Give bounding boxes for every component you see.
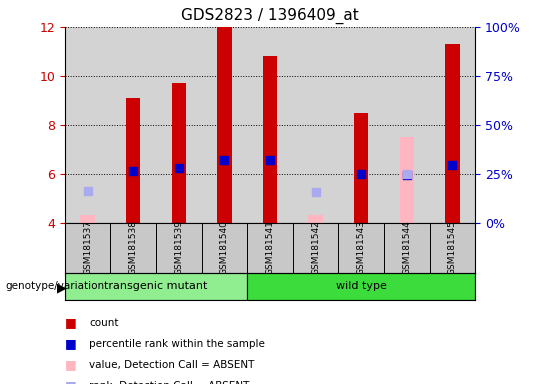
Text: genotype/variation: genotype/variation <box>5 281 105 291</box>
Point <box>129 168 138 174</box>
Text: transgenic mutant: transgenic mutant <box>104 281 208 291</box>
Title: GDS2823 / 1396409_at: GDS2823 / 1396409_at <box>181 8 359 24</box>
Text: GSM181540: GSM181540 <box>220 220 229 275</box>
Text: rank, Detection Call = ABSENT: rank, Detection Call = ABSENT <box>89 381 249 384</box>
Bar <box>247 273 475 300</box>
Text: count: count <box>89 318 119 328</box>
Text: GSM181541: GSM181541 <box>266 220 274 275</box>
Text: GSM181537: GSM181537 <box>83 220 92 275</box>
Text: ■: ■ <box>65 337 77 350</box>
Text: ■: ■ <box>65 358 77 371</box>
Point <box>220 157 229 163</box>
Bar <box>80 215 95 223</box>
Bar <box>217 27 232 223</box>
Text: value, Detection Call = ABSENT: value, Detection Call = ABSENT <box>89 360 254 370</box>
Text: percentile rank within the sample: percentile rank within the sample <box>89 339 265 349</box>
Bar <box>172 83 186 223</box>
Text: GSM181543: GSM181543 <box>357 220 366 275</box>
Text: ■: ■ <box>65 379 77 384</box>
Text: GSM181544: GSM181544 <box>402 220 411 275</box>
Point <box>402 172 411 178</box>
Bar <box>65 273 247 300</box>
Point <box>311 189 320 195</box>
Text: GSM181538: GSM181538 <box>129 220 138 275</box>
Point <box>402 170 411 177</box>
Text: GSM181539: GSM181539 <box>174 220 183 275</box>
Bar <box>262 56 278 223</box>
Bar <box>308 215 323 223</box>
Bar <box>354 113 368 223</box>
Text: ▶: ▶ <box>57 281 66 295</box>
Text: ■: ■ <box>65 316 77 329</box>
Point <box>266 157 274 163</box>
Bar <box>445 44 460 223</box>
Point <box>448 162 457 168</box>
Bar <box>126 98 140 223</box>
Point <box>357 170 366 177</box>
Bar <box>400 137 414 223</box>
Text: GSM181542: GSM181542 <box>311 220 320 275</box>
Text: wild type: wild type <box>336 281 387 291</box>
Point <box>83 188 92 194</box>
Point <box>174 165 183 171</box>
Text: GSM181545: GSM181545 <box>448 220 457 275</box>
